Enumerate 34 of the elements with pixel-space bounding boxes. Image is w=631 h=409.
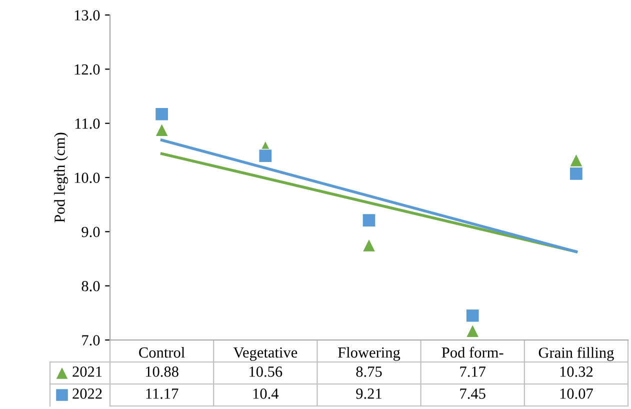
point (362, 238, 376, 252)
point (569, 153, 584, 168)
data-label: 11.17 (146, 388, 178, 399)
data-label: 8.75 (356, 366, 382, 377)
legend-label: 2022 (72, 388, 102, 399)
x-tick-label: Pod form- (442, 346, 504, 358)
y-tick-label: 13.0 (74, 10, 100, 21)
point (569, 166, 584, 181)
x-tick-label: Flowering (338, 346, 400, 361)
x-tick-label: Grain filling (538, 346, 614, 361)
x-tick-label: Control (139, 346, 185, 358)
y-tick-label: 10.0 (74, 172, 100, 184)
data-label: 10.56 (250, 366, 282, 377)
x-tick-label: Vegetative (233, 347, 298, 361)
y-tick-label: 12.0 (74, 64, 100, 75)
y-axis-title: Pod legth (cm) (54, 132, 68, 222)
data-label: 7.45 (460, 388, 486, 399)
point (466, 324, 480, 338)
y-tick-label: 8.0 (82, 280, 100, 292)
point (258, 148, 272, 163)
point (154, 122, 169, 137)
y-tick-label: 11.0 (75, 118, 100, 129)
point (362, 213, 376, 228)
y-tick-label: 9.0 (82, 226, 100, 238)
point (466, 308, 480, 323)
data-label: 9.21 (356, 388, 382, 399)
data-label: 7.17 (460, 366, 486, 377)
data-label: 10.4 (253, 388, 279, 399)
data-label: 10.32 (560, 366, 593, 377)
data-label: 10.88 (146, 366, 178, 377)
point (154, 107, 169, 122)
data-label: 10.07 (560, 388, 593, 399)
legend-label: 2021 (72, 366, 102, 377)
y-tick-label: 7.0 (82, 335, 100, 346)
